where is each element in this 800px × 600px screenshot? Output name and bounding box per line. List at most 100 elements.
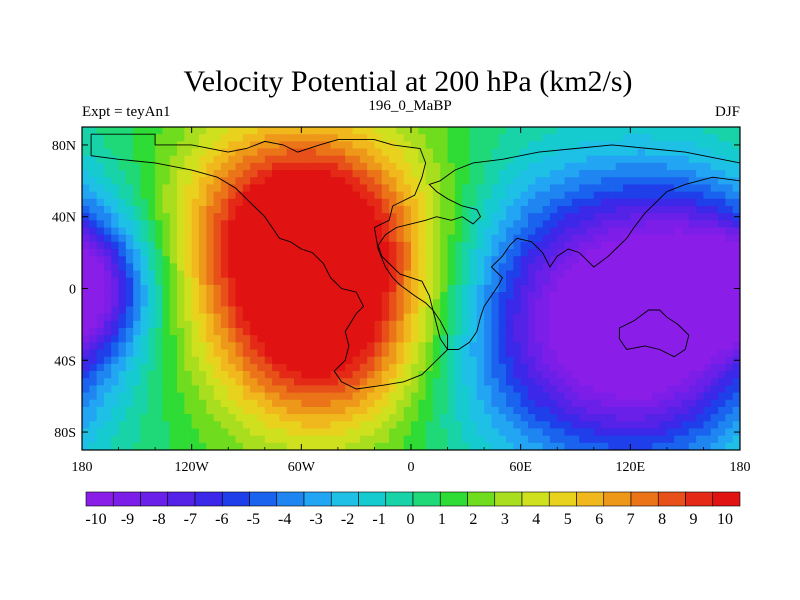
field-cell bbox=[125, 320, 134, 329]
colorbar-label: -2 bbox=[341, 511, 354, 528]
field-cell bbox=[506, 363, 514, 372]
field-cell bbox=[250, 363, 259, 372]
field-cell bbox=[250, 335, 259, 343]
field-cell bbox=[674, 327, 683, 336]
field-cell bbox=[345, 349, 354, 358]
field-cell bbox=[315, 327, 324, 336]
field-cell bbox=[527, 177, 536, 186]
field-cell bbox=[440, 241, 449, 250]
field-cell bbox=[630, 414, 639, 422]
field-cell bbox=[103, 263, 112, 272]
field-cell bbox=[96, 378, 105, 386]
field-cell bbox=[520, 263, 529, 272]
field-cell bbox=[96, 249, 105, 257]
field-cell bbox=[257, 414, 266, 422]
field-cell bbox=[301, 335, 310, 343]
colorbar-swatch bbox=[167, 491, 196, 507]
field-cell bbox=[118, 220, 127, 229]
field-cell bbox=[111, 385, 120, 394]
field-cell bbox=[169, 234, 178, 243]
field-cell bbox=[476, 198, 485, 207]
field-cell bbox=[644, 349, 653, 358]
field-cell bbox=[688, 378, 697, 386]
field-cell bbox=[506, 148, 514, 157]
field-cell bbox=[432, 342, 441, 351]
field-cell bbox=[403, 342, 412, 351]
field-cell bbox=[235, 385, 244, 394]
field-cell bbox=[666, 385, 675, 394]
field-cell bbox=[111, 162, 120, 171]
field-cell bbox=[352, 327, 361, 336]
field-cell bbox=[681, 399, 690, 408]
field-cell bbox=[118, 134, 127, 142]
field-cell bbox=[228, 127, 237, 135]
field-cell bbox=[279, 349, 288, 358]
field-cell bbox=[601, 270, 609, 279]
field-cell bbox=[118, 277, 127, 286]
field-cell bbox=[674, 421, 683, 430]
field-cell bbox=[498, 399, 507, 408]
field-cell bbox=[323, 134, 332, 142]
field-cell bbox=[352, 141, 361, 150]
field-cell bbox=[630, 320, 639, 329]
field-cell bbox=[732, 378, 740, 386]
field-cell bbox=[469, 442, 478, 450]
field-cell bbox=[374, 127, 383, 135]
field-cell bbox=[454, 306, 463, 315]
field-cell bbox=[579, 170, 588, 178]
field-cell bbox=[542, 371, 551, 379]
field-cell bbox=[337, 277, 346, 286]
field-cell bbox=[82, 234, 90, 243]
field-cell bbox=[177, 356, 185, 365]
field-cell bbox=[155, 213, 164, 221]
field-cell bbox=[513, 371, 522, 379]
left-subtitle: Expt = teyAn1 bbox=[82, 104, 170, 120]
field-cell bbox=[513, 148, 522, 157]
field-cell bbox=[308, 313, 317, 322]
field-cell bbox=[513, 421, 522, 430]
field-cell bbox=[264, 378, 273, 386]
field-cell bbox=[191, 277, 200, 286]
field-cell bbox=[213, 349, 222, 358]
field-cell bbox=[418, 284, 427, 293]
field-cell bbox=[133, 205, 142, 214]
field-cell bbox=[527, 421, 536, 430]
field-cell bbox=[652, 277, 661, 286]
field-cell bbox=[586, 335, 595, 343]
field-cell bbox=[345, 335, 354, 343]
field-cell bbox=[564, 162, 573, 171]
field-cell bbox=[520, 148, 529, 157]
field-cell bbox=[549, 435, 558, 444]
field-cell bbox=[286, 320, 295, 329]
field-cell bbox=[235, 320, 244, 329]
field-cell bbox=[579, 435, 588, 444]
field-cell bbox=[630, 349, 639, 358]
field-cell bbox=[644, 371, 653, 379]
field-cell bbox=[308, 299, 317, 308]
field-cell bbox=[571, 392, 580, 401]
field-cell bbox=[96, 435, 105, 444]
field-cell bbox=[425, 378, 434, 386]
field-cell bbox=[242, 284, 251, 293]
field-cell bbox=[688, 306, 697, 315]
coastline-eurasia_africa bbox=[377, 144, 740, 350]
field-cell bbox=[659, 421, 668, 430]
field-cell bbox=[162, 162, 171, 171]
field-cell bbox=[608, 385, 617, 394]
field-cell bbox=[542, 335, 551, 343]
field-cell bbox=[323, 184, 332, 193]
field-cell bbox=[155, 335, 164, 343]
field-cell bbox=[557, 399, 566, 408]
field-cell bbox=[125, 277, 134, 286]
field-cell bbox=[432, 127, 441, 135]
field-cell bbox=[330, 392, 339, 401]
field-cell bbox=[177, 227, 185, 236]
field-cell bbox=[696, 392, 705, 401]
field-cell bbox=[308, 134, 317, 142]
field-cell bbox=[710, 327, 719, 336]
field-cell bbox=[396, 292, 405, 300]
field-cell bbox=[96, 148, 105, 157]
field-cell bbox=[82, 306, 90, 315]
field-cell bbox=[535, 378, 544, 386]
